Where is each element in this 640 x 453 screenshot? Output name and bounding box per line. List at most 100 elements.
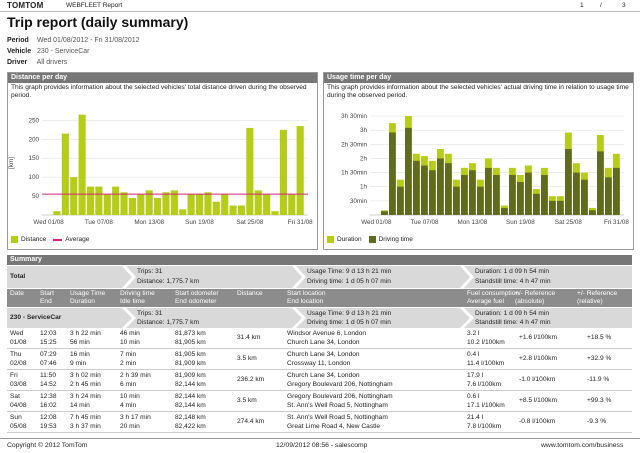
table-row: Thu 02/08 07:29 07:46 16 min 9 min 7 min 2 min 8…	[7, 350, 632, 370]
bar-driving-time	[429, 170, 436, 215]
total-distance: Distance: 1,775.7 km	[137, 278, 199, 285]
bar-distance	[145, 190, 153, 215]
cell-el: Great Lime Road 4, New Castle	[287, 422, 381, 430]
table-cell: 3.5 km	[237, 355, 257, 364]
meta-value: 230 - ServiceCar	[36, 48, 90, 55]
column-header-line1: Start location	[287, 290, 326, 297]
bar-distance	[120, 192, 128, 215]
bar-driving-time	[445, 163, 452, 215]
bar-driving-time	[453, 186, 460, 215]
page-separator: /	[600, 2, 602, 9]
cell-f2: 7.6 l/100km	[467, 380, 502, 388]
table-cell: 3 h 17 min 20 min	[120, 414, 151, 431]
vehicle-band: 230 - ServiceCar Trips: 31 Distance: 1,7…	[7, 308, 632, 328]
footer-copyright: Copyright © 2012 TomTom	[7, 442, 88, 449]
table-cell: -1.0 l/100km	[519, 376, 555, 385]
report-footer: Copyright © 2012 TomTom 12/09/2012 08:56…	[0, 438, 640, 453]
table-row: Wed 01/08 12:03 15:25 3 h 22 min 56 min 46 min…	[7, 329, 632, 349]
cell-eo: 82,422 km	[175, 422, 206, 430]
cell-id: 6 min	[120, 380, 137, 388]
bar-driving-time	[573, 172, 580, 215]
cell-d1: Wed	[10, 330, 24, 337]
meta-value: All drivers	[36, 59, 68, 66]
cell-sl: Church Lane 34, London	[287, 351, 360, 358]
meta-value: Wed 01/08/2012 - Fri 31/08/2012	[36, 37, 140, 44]
y-tick-label: 50	[32, 193, 40, 200]
cell-id: 2 min	[120, 359, 137, 367]
brand-logo: TOMTOM	[7, 1, 44, 10]
table-cell: 10 min 4 min	[120, 393, 140, 410]
cell-u: 3 h 22 min	[70, 330, 101, 337]
table-cell: 81,905 km 81,909 km	[175, 351, 206, 368]
bar-driving-time	[389, 132, 396, 215]
vehicle-usage: Usage Time: 9 d 13 h 21 min	[307, 310, 392, 317]
cell-id: 10 min	[120, 338, 140, 346]
table-cell: 7 min 2 min	[120, 351, 136, 368]
y-tick-label: 1h 30min	[341, 170, 367, 177]
cell-dist: 3.5 km	[237, 355, 257, 362]
brand-subtitle: WEBFLEET Report	[66, 2, 123, 9]
table-cell: 274.4 km	[237, 418, 264, 427]
column-header-line1: Distance	[237, 290, 263, 297]
bar-driving-time	[605, 177, 612, 215]
table-row: Sun 05/08 12:08 19:53 7 h 45 min 3 h 37 min 3 …	[7, 413, 632, 433]
cell-eo: 81,905 km	[175, 338, 206, 346]
cell-s: 12:08	[40, 414, 57, 421]
table-cell: +99.3 %	[587, 397, 611, 406]
cell-rr: +99.3 %	[587, 397, 612, 404]
table-row: Fri 03/08 11:50 14:52 3 h 02 min 2 h 45 min 2 …	[7, 371, 632, 391]
total-band: Total Trips: 31 Distance: 1,775.7 km Usa…	[7, 266, 632, 288]
x-tick-label: Fri 31/08	[604, 219, 629, 226]
cell-rr: -9.3 %	[587, 418, 607, 425]
column-header-line2: (absolute)	[515, 298, 545, 305]
cell-dr: 2 h 39 min	[120, 372, 151, 379]
cell-d2: 02/08	[10, 359, 27, 367]
y-tick-label: 3h	[360, 127, 368, 134]
y-tick-label: 100	[28, 174, 39, 181]
table-cell: 236.2 km	[237, 376, 264, 385]
bar-driving-time	[525, 172, 532, 215]
cell-d2: 04/08	[10, 401, 27, 409]
x-tick-label: Sun 19/08	[185, 219, 214, 226]
bar-driving-time	[565, 149, 572, 215]
bar-distance	[279, 129, 287, 215]
bar-driving-time	[437, 158, 444, 215]
bar-driving-time	[589, 210, 596, 215]
bar-driving-time	[541, 174, 548, 215]
column-header: Start location End location	[287, 290, 325, 306]
bar-driving-time	[493, 174, 500, 215]
cell-f1: 21.4 l	[467, 414, 484, 421]
table-cell: 12:38 16:02	[40, 393, 57, 410]
y-axis-label: [km]	[8, 157, 15, 169]
cell-so: 82,148 km	[175, 414, 206, 421]
table-cell: 82,144 km 82,144 km	[175, 393, 206, 410]
table-cell: 21.4 l 7.8 l/100km	[467, 414, 501, 431]
vehicle-label: 230 - ServiceCar	[10, 314, 62, 321]
bar-distance	[246, 127, 254, 215]
table-cell: St. Ann's Well Road 5, Nottingham Great L…	[287, 414, 388, 431]
table-cell: 31.4 km	[237, 334, 260, 343]
cell-e: 15:25	[40, 338, 57, 346]
table-cell: Church Lane 34, London Gregory Boulevard …	[287, 372, 393, 389]
cell-ra: +2.8 l/100km	[519, 355, 557, 362]
table-cell: 11:50 14:52	[40, 372, 57, 389]
column-header: +/- Reference (relative)	[577, 290, 617, 306]
usage-chart: 30min 1h 1h 30min 2h 2h 30min 3h 3h 30min Wed 0…	[341, 113, 629, 226]
cell-eo: 82,144 km	[175, 401, 206, 409]
bar-distance	[271, 211, 279, 215]
column-header: Distance	[237, 290, 263, 298]
bar-driving-time	[549, 200, 556, 215]
y-tick-label: 150	[28, 155, 39, 162]
bar-driving-time	[533, 193, 540, 215]
total-usage: Usage Time: 9 d 13 h 21 min	[307, 268, 392, 275]
meta-label: Period	[7, 37, 29, 44]
distance-panel-description: This graph provides information about th…	[11, 84, 307, 99]
column-header-line2: End	[40, 298, 52, 305]
table-cell: 17.9 l 7.6 l/100km	[467, 372, 501, 389]
legend-label-average: Average	[65, 236, 90, 243]
legend-label-distance: Distance	[21, 236, 47, 243]
total-chevrons	[122, 266, 474, 288]
column-header: Driving time Idle time	[120, 290, 155, 306]
table-cell: 07:29 07:46	[40, 351, 57, 368]
table-cell: 0.6 l 17.1 l/100km	[467, 393, 505, 410]
